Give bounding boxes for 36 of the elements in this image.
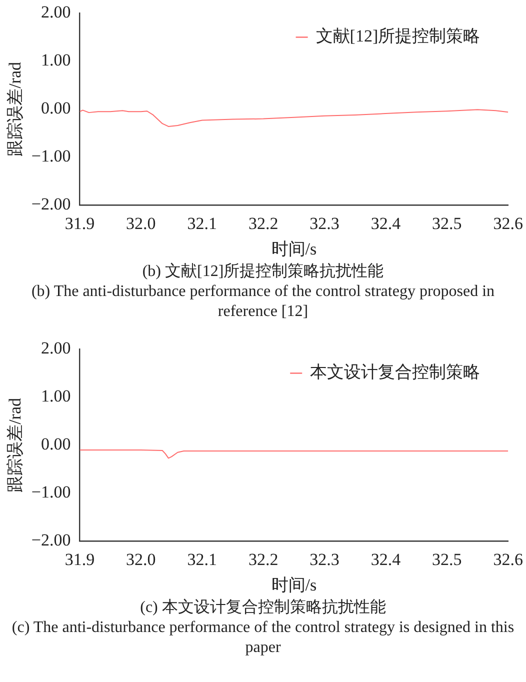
x-tick-label: 32.5 (432, 550, 462, 569)
x-tick-label: 32.2 (248, 550, 278, 569)
y-tick-label: −1.00 (31, 482, 71, 502)
legend-label: 文献[12]所提控制策略 (316, 26, 480, 46)
text: (c) 本文设计复合控制策略抗扰性能 (139, 598, 387, 618)
y-tick-label: 0.00 (40, 98, 71, 118)
x-axis-title: 时间/s (271, 575, 317, 594)
y-tick-label: 0.00 (40, 434, 71, 454)
text: (b) The anti-disturbance performance of the control strategy proposed in reference [12] (30, 282, 496, 322)
y-tick-label: 2.00 (40, 338, 71, 358)
x-tick-label: 32.2 (248, 214, 278, 233)
x-tick-label: 32.1 (187, 214, 218, 233)
x-tick-label: 32.0 (126, 550, 156, 569)
text: (c) The anti-disturbance performance of the control strategy is designed in this paper (10, 618, 516, 658)
x-tick-label: 32.4 (370, 214, 402, 233)
x-tick-label: 32.4 (370, 550, 402, 569)
x-tick-label: 31.9 (64, 550, 95, 569)
x-tick-label: 32.3 (310, 214, 340, 233)
x-tick-label: 32.0 (126, 214, 156, 233)
y-axis-title: 跟踪误差/rad (6, 61, 25, 156)
x-axis-title: 时间/s (271, 239, 317, 258)
x-tick-label: 32.6 (493, 550, 523, 569)
y-tick-label: 1.00 (40, 50, 71, 70)
y-tick-label: −2.00 (31, 530, 71, 550)
x-tick-label: 32.1 (187, 550, 218, 569)
y-tick-label: 2.00 (40, 2, 71, 22)
y-axis-title: 跟踪误差/rad (6, 397, 25, 492)
y-tick-label: 1.00 (40, 386, 71, 406)
y-tick-label: −2.00 (31, 194, 71, 214)
text: (b) 文献[12]所提控制策略抗扰性能 (141, 262, 385, 282)
x-tick-label: 32.5 (432, 214, 462, 233)
x-tick-label: 32.3 (310, 550, 340, 569)
legend-label: 本文设计复合控制策略 (310, 362, 480, 382)
x-tick-label: 31.9 (64, 214, 95, 233)
y-tick-label: −1.00 (31, 146, 71, 166)
x-tick-label: 32.6 (493, 214, 523, 233)
